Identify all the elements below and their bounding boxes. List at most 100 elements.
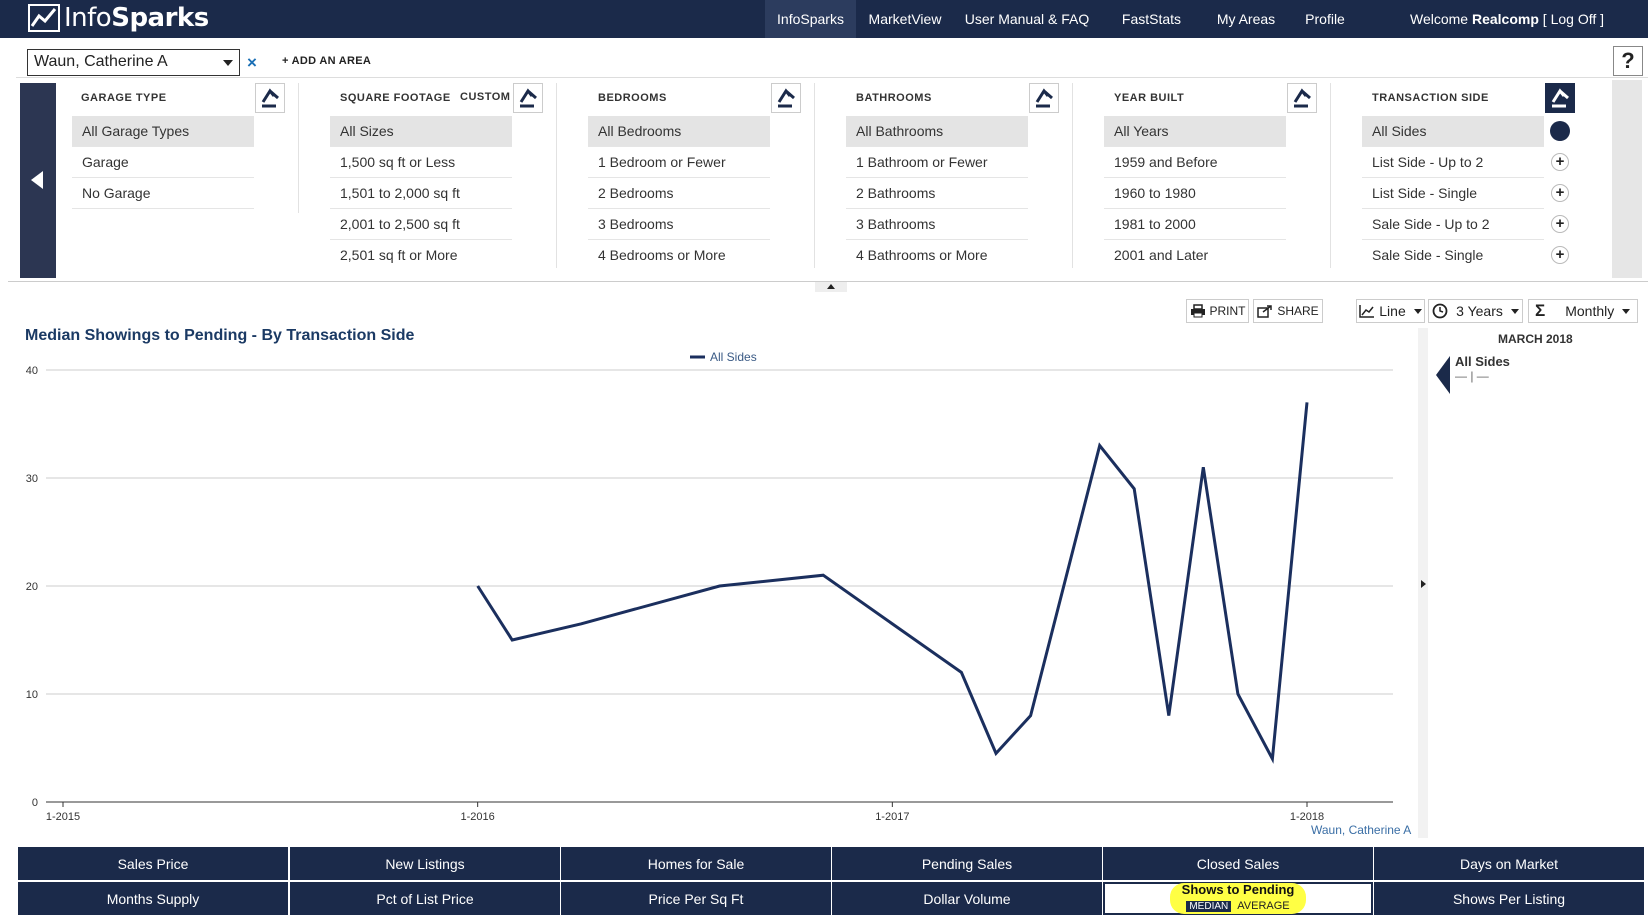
nav-my-areas[interactable]: My Areas <box>1216 11 1276 27</box>
nav-user-manual[interactable]: User Manual & FAQ <box>964 11 1090 27</box>
filter-option[interactable]: 1 Bathroom or Fewer <box>846 147 1028 178</box>
tab-shows-per-listing[interactable]: Shows Per Listing <box>1374 882 1644 915</box>
divider <box>1330 83 1331 268</box>
filter-option[interactable]: All Bathrooms <box>846 116 1028 147</box>
top-navbar: Info Sparks InfoSparks MarketView User Ma… <box>0 0 1648 38</box>
tab-days-on-market[interactable]: Days on Market <box>1374 847 1644 880</box>
filter-option[interactable]: Sale Side - Single <box>1372 247 1484 263</box>
filter-option[interactable]: All Garage Types <box>72 116 254 147</box>
share-button[interactable]: SHARE <box>1253 299 1323 323</box>
plus-icon[interactable]: + <box>1551 215 1569 233</box>
filter-option[interactable]: 1981 to 2000 <box>1104 209 1286 240</box>
filter-option[interactable]: All Bedrooms <box>588 116 770 147</box>
chevron-down-icon <box>1622 308 1631 314</box>
chart-compare-icon[interactable] <box>1545 83 1575 113</box>
infosparks-logo[interactable]: Info Sparks <box>28 2 209 34</box>
filter-option[interactable]: All Sizes <box>330 116 512 147</box>
collapse-filters-button[interactable] <box>815 282 847 292</box>
print-button[interactable]: PRINT <box>1186 299 1249 323</box>
filter-option[interactable]: All Sides <box>1362 116 1544 147</box>
filters-scrollbar[interactable] <box>1612 80 1642 278</box>
divider <box>1072 83 1073 268</box>
chart-compare-icon[interactable] <box>771 83 801 113</box>
nav-profile[interactable]: Profile <box>1305 11 1345 27</box>
filter-option[interactable]: 3 Bedrooms <box>588 209 770 240</box>
tab-sales-price[interactable]: Sales Price <box>18 847 288 880</box>
filter-option[interactable]: 2,001 to 2,500 sq ft <box>330 209 512 240</box>
filter-header: BEDROOMS <box>598 92 667 104</box>
y-tick-label: 20 <box>26 581 38 593</box>
nav-infosparks[interactable]: InfoSparks <box>765 0 856 38</box>
filter-option[interactable]: 1960 to 1980 <box>1104 178 1286 209</box>
divider <box>16 77 1648 78</box>
chevron-down-icon <box>1413 308 1422 314</box>
filter-option[interactable]: 4 Bedrooms or More <box>598 247 726 263</box>
chart-type-dropdown[interactable]: Line <box>1356 299 1425 323</box>
filter-option[interactable]: 4 Bathrooms or More <box>856 247 988 263</box>
printer-icon <box>1190 304 1205 318</box>
filter-option[interactable]: List Side - Single <box>1362 178 1544 209</box>
welcome-prefix: Welcome <box>1410 11 1472 27</box>
filter-option[interactable]: 3 Bathrooms <box>846 209 1028 240</box>
side-panel-value: — | — <box>1455 369 1489 383</box>
share-label: SHARE <box>1277 304 1319 318</box>
median-toggle[interactable]: MEDIAN <box>1186 901 1232 912</box>
chart-type-value: Line <box>1379 303 1406 319</box>
series-line-all-sides <box>476 402 1309 764</box>
print-label: PRINT <box>1209 304 1246 318</box>
tab-new-listings[interactable]: New Listings <box>290 847 560 880</box>
interval-dropdown[interactable]: Σ Monthly <box>1528 299 1638 323</box>
chevron-up-icon <box>827 284 835 289</box>
tab-dollar-volume[interactable]: Dollar Volume <box>832 882 1102 915</box>
share-icon <box>1257 305 1273 318</box>
tab-months-supply[interactable]: Months Supply <box>18 882 288 915</box>
chart-compare-icon[interactable] <box>513 83 543 113</box>
side-panel-toggle[interactable] <box>1418 328 1428 838</box>
nav-marketview[interactable]: MarketView <box>868 11 942 27</box>
plus-icon[interactable]: + <box>1551 153 1569 171</box>
period-dropdown[interactable]: 3 Years <box>1428 299 1523 323</box>
filter-option[interactable]: 2001 and Later <box>1114 247 1209 263</box>
filter-header: BATHROOMS <box>856 92 932 104</box>
plus-icon[interactable]: + <box>1551 246 1569 264</box>
logoff-link[interactable]: [ Log Off ] <box>1538 11 1605 27</box>
filter-option[interactable]: All Years <box>1104 116 1286 147</box>
filter-option[interactable]: Sale Side - Up to 2 <box>1362 209 1544 240</box>
interval-value: Monthly <box>1565 303 1615 319</box>
filter-option[interactable]: 2 Bedrooms <box>588 178 770 209</box>
plus-icon[interactable]: + <box>1551 184 1569 202</box>
filter-option[interactable]: 1959 and Before <box>1104 147 1286 178</box>
add-area-button[interactable]: + ADD AN AREA <box>282 55 372 67</box>
help-button[interactable]: ? <box>1613 46 1643 76</box>
filter-option[interactable]: 2 Bathrooms <box>846 178 1028 209</box>
chart-compare-icon[interactable] <box>1287 83 1317 113</box>
average-toggle[interactable]: AVERAGE <box>1237 900 1290 912</box>
selected-dot-icon[interactable] <box>1550 121 1570 141</box>
filter-option[interactable]: 2,501 sq ft or More <box>340 247 458 263</box>
filter-header: TRANSACTION SIDE <box>1372 92 1489 104</box>
divider <box>814 83 815 268</box>
filter-option[interactable]: Garage <box>72 147 254 178</box>
chart-compare-icon[interactable] <box>1029 83 1059 113</box>
filters-scroll-left-button[interactable] <box>20 83 56 278</box>
custom-link[interactable]: CUSTOM <box>460 91 511 103</box>
logo-text-info: Info <box>64 3 112 33</box>
area-select[interactable]: Waun, Catherine A <box>27 49 240 76</box>
filter-option[interactable]: List Side - Up to 2 <box>1362 147 1544 178</box>
nav-faststats[interactable]: FastStats <box>1121 11 1182 27</box>
side-panel-month: MARCH 2018 <box>1498 332 1573 346</box>
y-tick-label: 30 <box>26 473 38 485</box>
tab-homes-for-sale[interactable]: Homes for Sale <box>561 847 831 880</box>
tab-pct-of-list-price[interactable]: Pct of List Price <box>290 882 560 915</box>
filter-option[interactable]: 1,501 to 2,000 sq ft <box>330 178 512 209</box>
tab-closed-sales[interactable]: Closed Sales <box>1103 847 1373 880</box>
filter-option[interactable]: 1 Bedroom or Fewer <box>588 147 770 178</box>
remove-area-button[interactable]: × <box>247 53 257 72</box>
filter-option[interactable]: 1,500 sq ft or Less <box>330 147 512 178</box>
line-chart-icon <box>1359 305 1375 318</box>
tab-shows-to-pending[interactable]: Shows to Pending MEDIAN AVERAGE <box>1103 882 1373 915</box>
tab-price-per-sq-ft[interactable]: Price Per Sq Ft <box>561 882 831 915</box>
filter-option[interactable]: No Garage <box>72 178 254 209</box>
tab-pending-sales[interactable]: Pending Sales <box>832 847 1102 880</box>
chart-compare-icon[interactable] <box>255 83 285 113</box>
